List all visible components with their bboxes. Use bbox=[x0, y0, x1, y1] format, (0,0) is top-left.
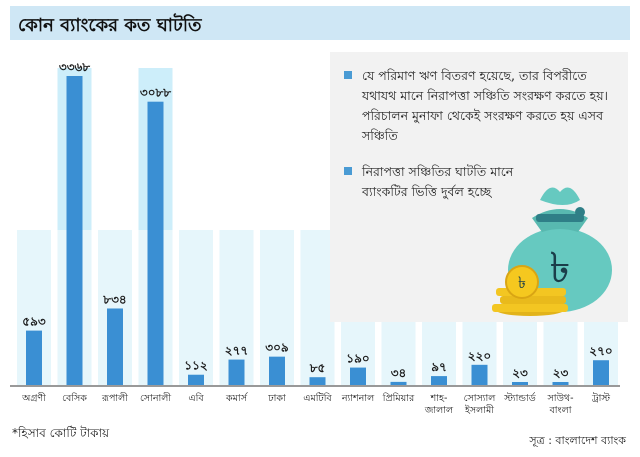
bar bbox=[188, 374, 204, 385]
bar bbox=[593, 360, 609, 385]
bar bbox=[552, 382, 569, 385]
note-item: যে পরিমাণ ঋণ বিতরণ হয়েছে, তার বিপরীতে য… bbox=[344, 66, 616, 146]
category-label: বেসিক bbox=[62, 392, 88, 404]
note-item: নিরাপত্তা সঞ্চিতির ঘাটতি মানে ব্যাংকটির … bbox=[344, 162, 537, 202]
category-label: ঢাকা bbox=[267, 393, 287, 404]
bar bbox=[66, 76, 83, 385]
data-label: ৫৯৩ bbox=[22, 315, 46, 329]
category-label: স্ট্যান্ডার্ড bbox=[503, 391, 536, 404]
data-label: ১১২ bbox=[184, 359, 208, 373]
bar bbox=[26, 330, 42, 385]
bar-background bbox=[219, 230, 254, 385]
category-label: সোনালী bbox=[140, 391, 171, 404]
bar-background bbox=[300, 230, 335, 385]
category-label: রূপালী bbox=[101, 391, 128, 404]
note-text: যে পরিমাণ ঋণ বিতরণ হয়েছে, তার বিপরীতে য… bbox=[362, 68, 609, 143]
bar bbox=[471, 364, 488, 385]
data-label: ৩০৮৮ bbox=[140, 86, 171, 100]
data-label: ২২০ bbox=[468, 349, 491, 363]
data-label: ২৩ bbox=[512, 366, 528, 380]
category-label: ট্রাস্ট bbox=[591, 391, 612, 404]
bar bbox=[228, 359, 245, 385]
data-label: ৮৫ bbox=[309, 361, 326, 375]
data-label: ২৩ bbox=[553, 366, 569, 380]
bar bbox=[269, 356, 285, 385]
data-label: ৯৭ bbox=[431, 360, 447, 374]
bar bbox=[309, 377, 326, 385]
bar-background bbox=[179, 230, 213, 385]
note-text: নিরাপত্তা সঞ্চিতির ঘাটতি মানে ব্যাংকটির … bbox=[362, 164, 514, 199]
category-label: ইসলামী bbox=[464, 403, 494, 416]
bullet-icon bbox=[344, 71, 352, 79]
note-box: যে পরিমাণ ঋণ বিতরণ হয়েছে, তার বিপরীতে য… bbox=[330, 52, 628, 322]
money-bag-icon: ৳ ৳ bbox=[492, 187, 612, 316]
category-label: জালাল bbox=[424, 405, 454, 416]
data-label: ৮৩৪ bbox=[102, 292, 126, 306]
data-label: ২৭০ bbox=[589, 344, 612, 358]
coin-taka-symbol: ৳ bbox=[518, 273, 526, 292]
data-label: ৩০৯ bbox=[265, 341, 289, 355]
data-label: ১৯০ bbox=[346, 352, 369, 366]
bar bbox=[390, 381, 407, 385]
category-label: ন্যাশনাল bbox=[341, 393, 375, 404]
data-label: ২৭৭ bbox=[225, 344, 248, 358]
bullet-icon bbox=[344, 167, 352, 175]
category-label: বাংলা bbox=[549, 405, 573, 416]
category-label: অগ্রণী bbox=[21, 391, 46, 404]
bar bbox=[512, 382, 528, 385]
source-credit: সূত্র : বাংলাদেশ ব্যাংক bbox=[529, 434, 626, 447]
bar bbox=[107, 308, 123, 385]
bar bbox=[350, 367, 366, 385]
category-label: এবি bbox=[188, 392, 204, 404]
category-label: প্রিমিয়ার bbox=[382, 392, 415, 404]
category-label: কমার্স bbox=[225, 392, 248, 404]
bar bbox=[147, 101, 164, 385]
data-label: ৩৩৬৮ bbox=[59, 60, 90, 74]
data-label: ৩৪ bbox=[391, 366, 407, 380]
taka-symbol: ৳ bbox=[550, 243, 571, 292]
category-label: সোস্যাল bbox=[464, 393, 497, 404]
chart-title: কোন ব্যাংকের কত ঘাটতি bbox=[18, 15, 202, 36]
category-label: শাহ- bbox=[430, 393, 448, 404]
title-bar: কোন ব্যাংকের কত ঘাটতি bbox=[10, 6, 630, 40]
category-label: সাউথ- bbox=[546, 391, 573, 404]
bar bbox=[431, 376, 447, 385]
footnote: *হিসাব কোটি টাকায় bbox=[12, 426, 110, 440]
category-label: এমটিবি bbox=[303, 391, 332, 404]
